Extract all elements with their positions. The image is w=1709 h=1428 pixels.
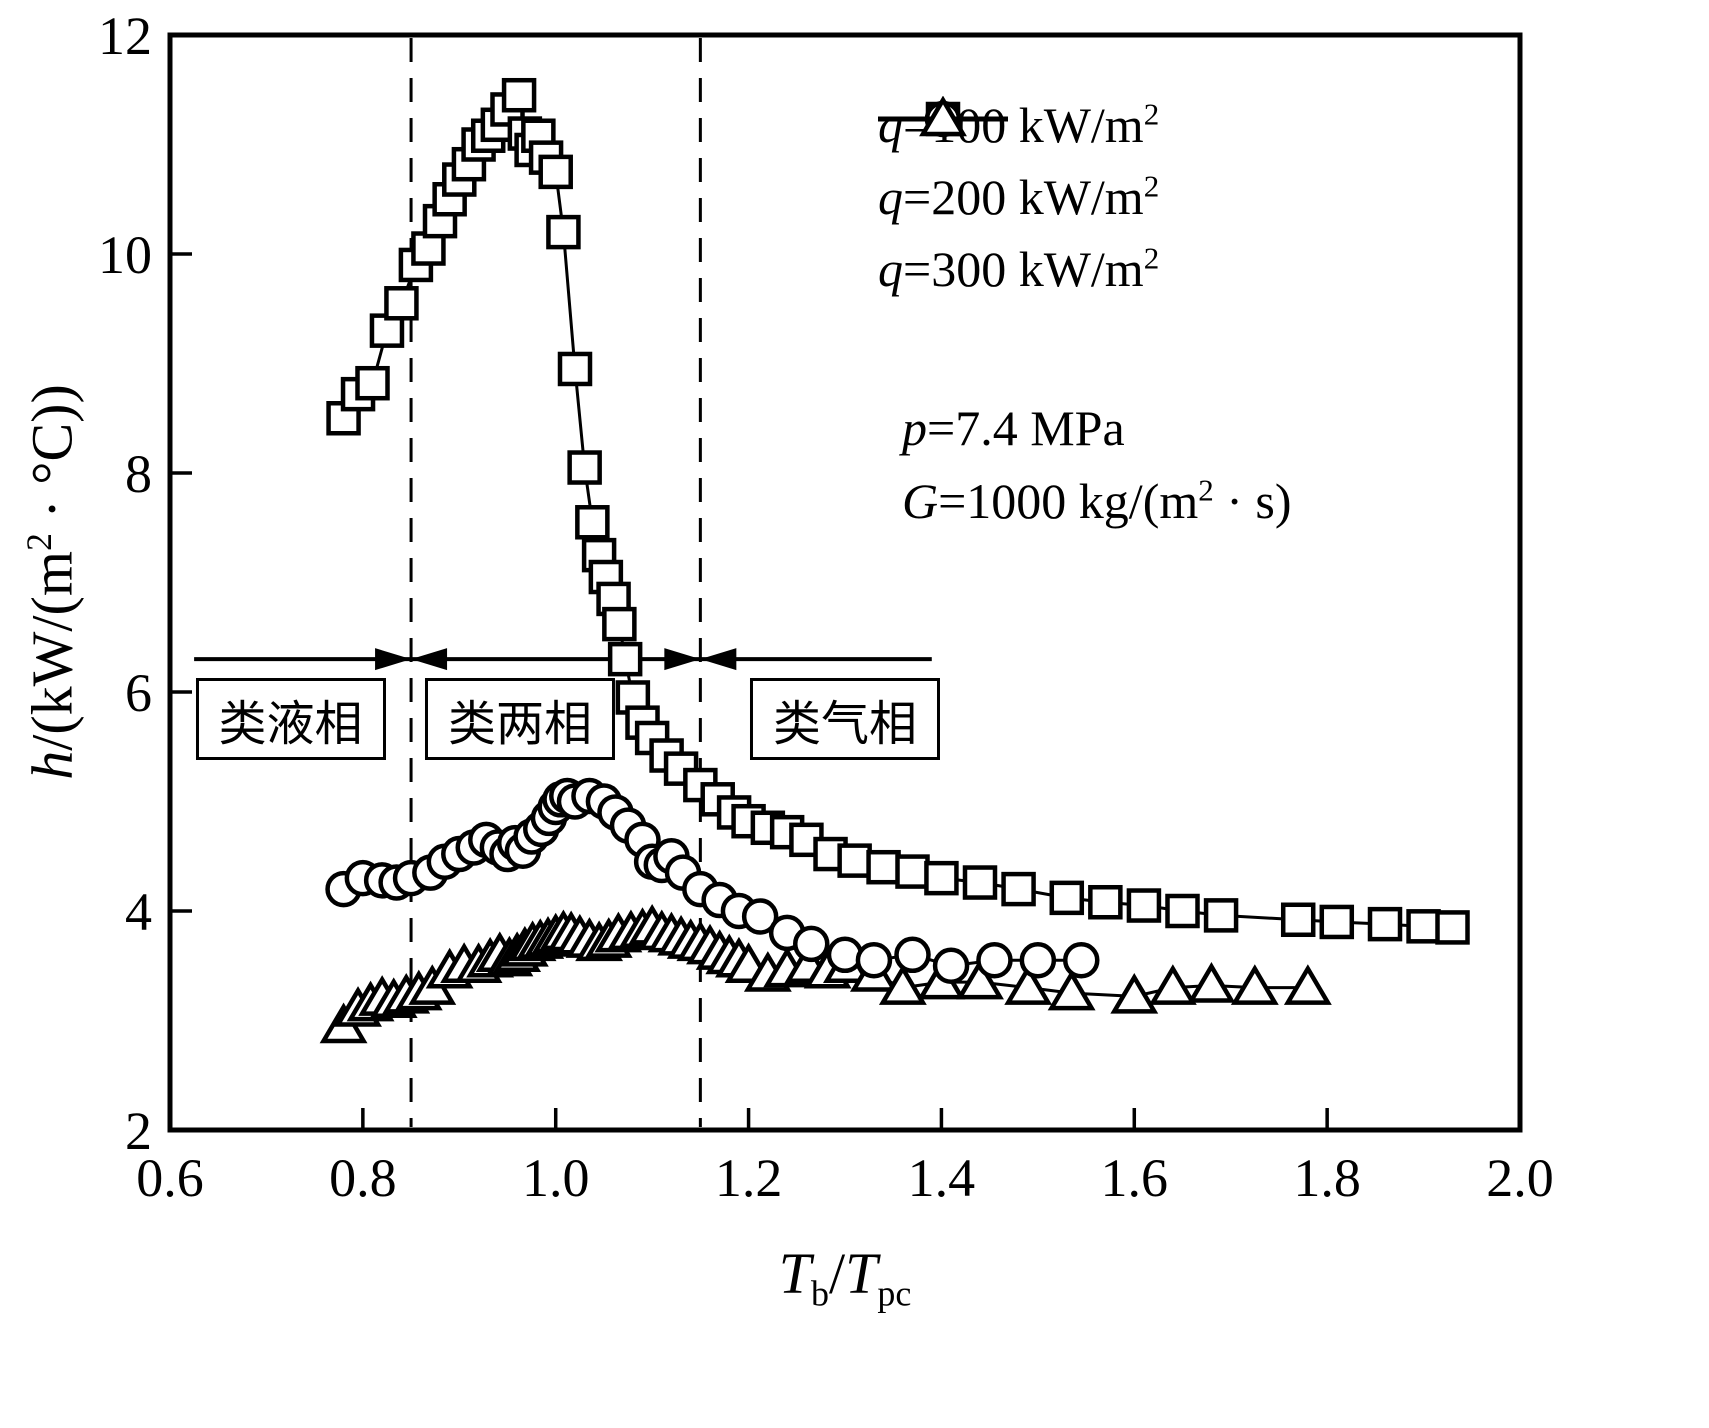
phase-region-label: 类两相 [425,678,616,761]
x-tick-label: 0.8 [329,1148,397,1208]
y-tick-label: 2 [125,1101,152,1161]
legend: q=100 kW/m2 q=200 kW/m2 q=300 kW/m2 [878,96,1159,298]
series-triangle [319,903,1332,1044]
phase-region-label: 类液相 [195,678,386,761]
series-square [326,77,1470,945]
x-axis-label: Tb/Tpc [778,1240,912,1312]
axis-frame [167,32,1523,1133]
text-segment: =200 kW/m [903,169,1144,225]
y-tick-label: 10 [98,225,152,285]
region-arrow [700,648,932,671]
text-segment: T [845,1241,878,1306]
annotation-line: p=7.4 MPa [902,392,1292,465]
y-tick-label: 12 [98,6,152,66]
y-tick-label: 8 [125,444,152,504]
x-tick-label: 2.0 [1486,1148,1554,1208]
text-segment: 2 [1143,96,1160,132]
legend-item: q=300 kW/m2 [878,96,1159,298]
text-segment: q [878,97,903,153]
y-tick-label: 4 [125,882,152,942]
phase-region-label: 类气相 [749,678,941,761]
region-arrow [411,648,701,671]
text-segment: b [810,1273,829,1314]
series-circle [325,777,1100,984]
text-segment: G [902,472,939,529]
axis-ticks: 0.6 0.8 1.0 1.2 1.4 1.6 1.8 2.0 2 4 6 8 10 12 [98,6,1554,1208]
text-segment: / [828,1241,846,1306]
text-segment: 2 [19,533,60,552]
text-segment: 2 [1198,471,1214,507]
x-tick-label: 1.2 [715,1148,783,1208]
x-tick-label: 0.6 [136,1148,204,1208]
text-segment: pc [877,1273,912,1314]
text-segment: · s) [1213,472,1292,529]
text-segment: p [902,400,927,456]
text-segment: q [878,241,903,297]
text-segment: · °C)) [19,384,85,534]
parameters-annotation: p=7.4 MPa G=1000 kg/(m2 · s) [902,392,1292,537]
y-axis-label: h/(kW/(m2 · °C)) [19,384,86,780]
x-tick-label: 1.4 [908,1148,976,1208]
x-tick-label: 1.0 [522,1148,590,1208]
x-tick-label: 1.6 [1101,1148,1169,1208]
legend-label: q=200 kW/m2 [878,168,1159,226]
text-segment: /(kW/(m [19,551,85,751]
text-segment: 2 [1143,240,1160,276]
region-arrow [194,648,412,671]
text-segment: =1000 kg/(m [938,472,1199,529]
text-segment: T [778,1241,811,1306]
text-segment: 2 [1143,168,1160,204]
annotation-line: G=1000 kg/(m2 · s) [902,465,1292,538]
triangle-marker-icon [878,96,1008,137]
text-segment: q [878,169,903,225]
legend-item: q=200 kW/m2 [878,100,1159,226]
legend-label: q=300 kW/m2 [878,240,1159,298]
text-segment: h [19,750,85,780]
text-segment: =300 kW/m [903,241,1144,297]
text-segment: =7.4 MPa [927,400,1125,456]
y-tick-label: 6 [125,663,152,723]
x-tick-label: 1.8 [1293,1148,1361,1208]
